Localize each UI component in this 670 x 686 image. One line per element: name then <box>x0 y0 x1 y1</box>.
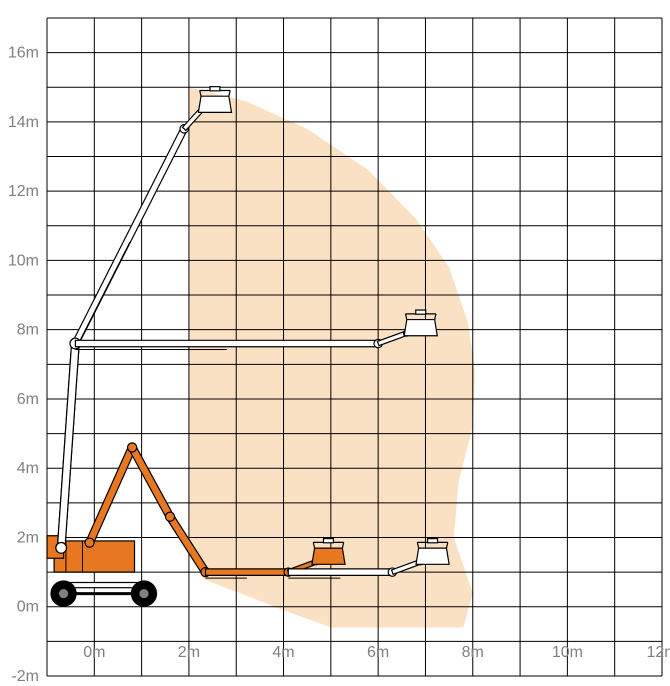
x-axis-label: 10m <box>552 644 583 661</box>
y-axis-label: 0m <box>17 599 39 616</box>
x-axis-label: 0m <box>83 644 105 661</box>
y-axis-label: 14m <box>8 114 39 131</box>
x-axis-label: 8m <box>462 644 484 661</box>
x-axis-label: 2m <box>178 644 200 661</box>
y-axis-label: 4m <box>17 460 39 477</box>
y-axis-label: -2m <box>11 668 39 685</box>
x-axis-label: 6m <box>367 644 389 661</box>
y-axis-label: 2m <box>17 529 39 546</box>
x-axis-label: 12m <box>646 644 670 661</box>
chart-svg: 0m 2m 4m 6m 8m 10m 12m -2m 0m 2m 4m 6m 8m 10m 12m 14m 16… <box>0 0 670 686</box>
y-axis-label: 10m <box>8 252 39 269</box>
x-axis-label: 4m <box>272 644 294 661</box>
reach-diagram: 0m 2m 4m 6m 8m 10m 12m -2m 0m 2m 4m 6m 8m 10m 12m 14m 16… <box>0 0 670 686</box>
y-axis-label: 8m <box>17 322 39 339</box>
y-axis-label: 6m <box>17 391 39 408</box>
y-axis-label: 12m <box>8 183 39 200</box>
y-axis-label: 16m <box>8 45 39 62</box>
